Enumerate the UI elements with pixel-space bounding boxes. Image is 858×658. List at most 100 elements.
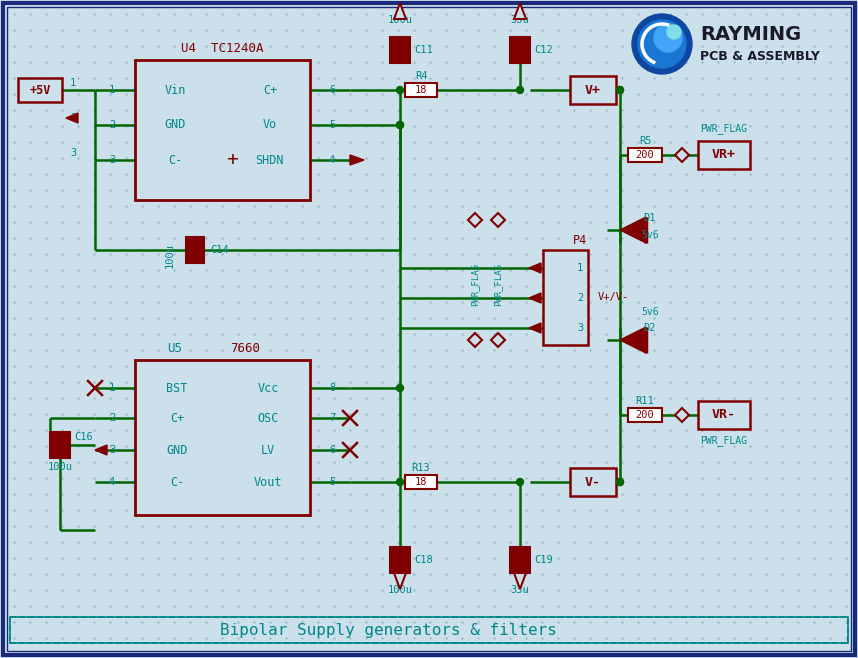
Polygon shape xyxy=(529,323,541,333)
Polygon shape xyxy=(491,213,505,227)
Polygon shape xyxy=(468,213,482,227)
Text: Vout: Vout xyxy=(254,476,282,488)
Text: 4: 4 xyxy=(109,477,115,487)
Text: V+: V+ xyxy=(585,84,601,97)
Bar xyxy=(628,408,662,422)
Text: D2: D2 xyxy=(644,323,656,333)
Text: C18: C18 xyxy=(414,555,432,565)
Text: 18: 18 xyxy=(414,85,427,95)
Text: 18: 18 xyxy=(414,477,427,487)
Text: 7660: 7660 xyxy=(230,342,260,355)
Text: V-: V- xyxy=(585,476,601,488)
Polygon shape xyxy=(514,573,526,589)
Text: 5: 5 xyxy=(329,120,335,130)
Text: GND: GND xyxy=(166,443,188,457)
Polygon shape xyxy=(491,333,505,347)
Text: PWR_FLAG: PWR_FLAG xyxy=(700,124,747,134)
Text: GND: GND xyxy=(165,118,185,132)
Text: D1: D1 xyxy=(644,213,656,223)
Text: 1: 1 xyxy=(109,383,115,393)
Text: 2: 2 xyxy=(109,413,115,423)
Circle shape xyxy=(396,86,403,93)
Text: RAYMING: RAYMING xyxy=(700,24,801,43)
Circle shape xyxy=(396,384,403,392)
Polygon shape xyxy=(529,263,541,273)
Text: Vo: Vo xyxy=(263,118,277,132)
Text: 100u: 100u xyxy=(388,585,413,595)
Text: R11: R11 xyxy=(636,396,655,406)
Circle shape xyxy=(617,86,624,93)
Text: R5: R5 xyxy=(638,136,651,146)
Text: 200: 200 xyxy=(636,410,655,420)
Circle shape xyxy=(638,20,686,68)
Text: 1: 1 xyxy=(109,85,115,95)
Text: 7: 7 xyxy=(329,413,335,423)
Polygon shape xyxy=(95,445,107,455)
Text: C+: C+ xyxy=(170,411,184,424)
Text: 3: 3 xyxy=(69,148,76,158)
Bar xyxy=(186,237,204,263)
Text: 100u: 100u xyxy=(47,462,72,472)
Text: C+: C+ xyxy=(263,84,277,97)
Polygon shape xyxy=(394,3,406,19)
Bar xyxy=(405,83,437,97)
Text: C19: C19 xyxy=(534,555,553,565)
Text: C-: C- xyxy=(168,153,182,166)
Text: 100u: 100u xyxy=(388,15,413,25)
Circle shape xyxy=(396,122,403,128)
Text: 3: 3 xyxy=(577,323,583,333)
Circle shape xyxy=(617,478,624,486)
Text: +: + xyxy=(227,151,238,170)
Text: 100u: 100u xyxy=(165,243,175,268)
Text: V+/V-: V+/V- xyxy=(598,292,629,302)
Text: OSC: OSC xyxy=(257,411,279,424)
Bar xyxy=(18,78,62,102)
Text: 5: 5 xyxy=(329,477,335,487)
Text: 33u: 33u xyxy=(511,585,529,595)
Bar xyxy=(510,37,530,63)
Text: LV: LV xyxy=(261,443,275,457)
Text: 33u: 33u xyxy=(511,15,529,25)
Text: VR-: VR- xyxy=(712,409,736,422)
Bar xyxy=(10,617,848,643)
Text: 3: 3 xyxy=(109,155,115,165)
Text: PWR_FLAG: PWR_FLAG xyxy=(493,263,503,307)
Bar xyxy=(10,617,848,643)
Text: 8: 8 xyxy=(329,383,335,393)
Polygon shape xyxy=(675,148,689,162)
Text: BST: BST xyxy=(166,382,188,395)
Text: Bipolar Supply generators & filters: Bipolar Supply generators & filters xyxy=(220,622,557,638)
Text: C14: C14 xyxy=(210,245,229,255)
Text: C12: C12 xyxy=(534,45,553,55)
Text: 6: 6 xyxy=(329,85,335,95)
Text: SHDN: SHDN xyxy=(256,153,284,166)
Text: C-: C- xyxy=(170,476,184,488)
Polygon shape xyxy=(468,333,482,347)
Bar xyxy=(570,468,616,496)
Polygon shape xyxy=(529,293,541,303)
Text: VR+: VR+ xyxy=(712,149,736,161)
Polygon shape xyxy=(394,573,406,589)
Text: 5v6: 5v6 xyxy=(641,307,659,317)
Circle shape xyxy=(617,478,624,486)
Text: 6: 6 xyxy=(329,445,335,455)
Polygon shape xyxy=(675,408,689,422)
Text: P4: P4 xyxy=(573,234,588,247)
Text: 2: 2 xyxy=(577,293,583,303)
Text: Vin: Vin xyxy=(165,84,185,97)
Text: +5V: +5V xyxy=(29,84,51,97)
Text: PWR_FLAG: PWR_FLAG xyxy=(700,436,747,447)
Polygon shape xyxy=(620,327,646,353)
Text: U5: U5 xyxy=(167,342,183,355)
Bar xyxy=(390,37,410,63)
Bar xyxy=(628,148,662,162)
Circle shape xyxy=(654,24,682,52)
Circle shape xyxy=(632,14,692,74)
Text: R4: R4 xyxy=(414,71,427,81)
Text: PWR_FLAG: PWR_FLAG xyxy=(470,263,480,307)
Text: U4  TC1240A: U4 TC1240A xyxy=(181,41,263,55)
Bar xyxy=(390,547,410,573)
Text: 5v6: 5v6 xyxy=(641,230,659,240)
Polygon shape xyxy=(66,113,78,123)
Circle shape xyxy=(667,25,681,39)
